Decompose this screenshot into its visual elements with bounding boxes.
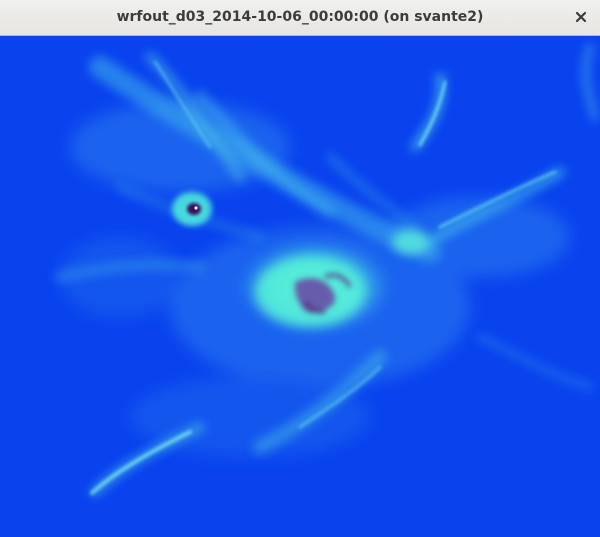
window-title: wrfout_d03_2014-10-06_00:00:00 (on svant… <box>116 9 484 25</box>
isolated-cell <box>172 192 212 226</box>
field-plot <box>0 37 600 537</box>
cloud-filaments <box>90 60 557 495</box>
close-button[interactable] <box>572 8 590 26</box>
title-bar[interactable]: wrfout_d03_2014-10-06_00:00:00 (on svant… <box>0 0 600 36</box>
close-icon <box>575 11 587 23</box>
plot-canvas[interactable] <box>0 37 600 537</box>
core-maxima <box>295 273 352 314</box>
